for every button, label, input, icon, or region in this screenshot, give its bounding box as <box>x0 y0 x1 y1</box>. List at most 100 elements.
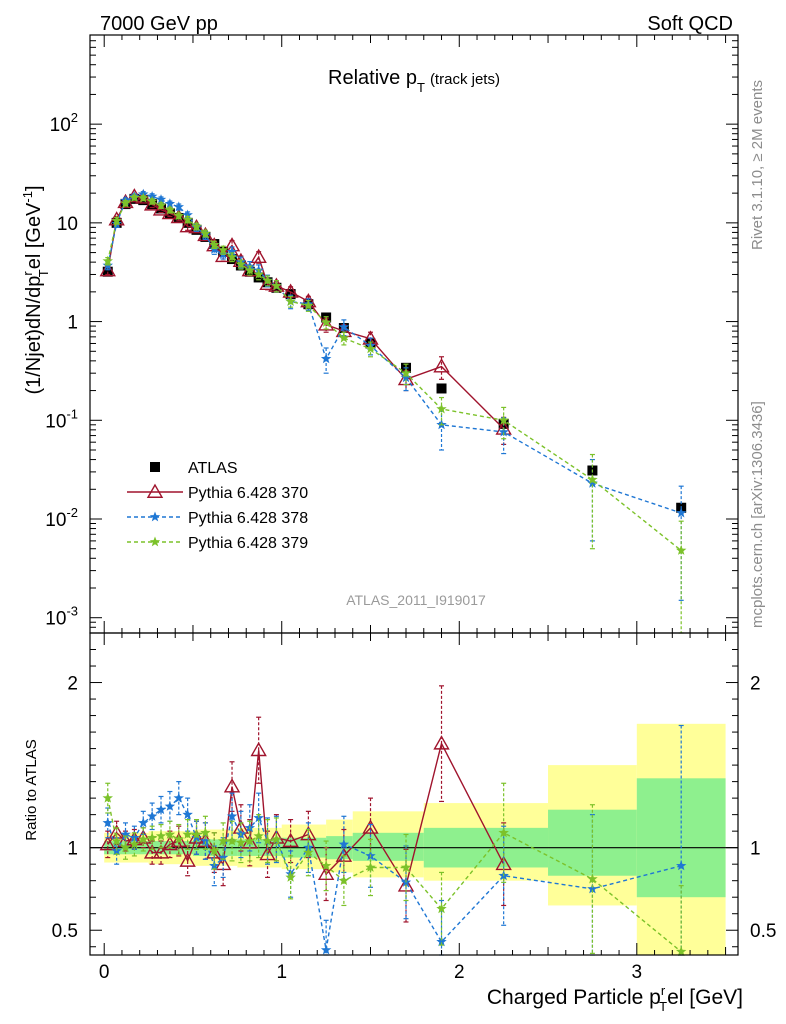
main-point-3 <box>320 316 332 327</box>
ratio-plot-area <box>90 685 738 957</box>
ratio-point-0 <box>179 852 196 867</box>
ratio-point-2 <box>209 845 220 856</box>
legend-marker <box>146 483 164 498</box>
ratio-point-1 <box>102 817 113 828</box>
ratio-point-2 <box>182 829 193 839</box>
ratio-point-1 <box>436 936 447 947</box>
ratio-point-2 <box>587 873 598 884</box>
legend-item-3: Pythia 6.428 379 <box>127 535 308 552</box>
main-point-3 <box>102 255 113 266</box>
header-left: 7000 GeV pp <box>100 13 218 35</box>
ratio-point-2 <box>191 829 202 839</box>
ratio-point-0 <box>433 735 450 750</box>
ratio-y-tick-label-right: 0.5 <box>750 921 776 942</box>
main-point-2 <box>498 426 509 437</box>
ratio-y-tick-label: 2 <box>67 674 78 695</box>
ratio-point-2 <box>436 903 447 914</box>
ratio-y-tick-label-right: 1 <box>750 839 761 860</box>
ratio-point-0 <box>362 819 379 834</box>
main-series-1 <box>99 188 512 445</box>
ylabel-unit-sup: -1 <box>20 191 35 203</box>
ratio-point-2 <box>164 829 176 839</box>
chart-title: Relative pT (track jets) <box>328 67 500 95</box>
main-point-2 <box>226 246 238 257</box>
main-point-2 <box>155 194 167 205</box>
main-point-3 <box>235 258 247 269</box>
main-y-tick-exp: 2 <box>71 110 78 125</box>
chart-title-note: (track jets) <box>430 71 500 88</box>
ratio-point-1 <box>217 852 229 862</box>
ratio-point-1 <box>120 829 131 839</box>
main-y-tick-base: 10 <box>57 214 78 235</box>
ratio-point-2 <box>498 827 509 838</box>
ratio-point-1 <box>676 860 687 871</box>
legend-item-1: Pythia 6.428 370 <box>127 483 308 502</box>
main-point-3 <box>146 195 158 206</box>
main-point-1 <box>152 201 170 216</box>
ratio-point-1 <box>182 809 193 820</box>
ratio-point-2 <box>338 875 350 886</box>
main-point-3 <box>182 214 193 224</box>
main-point-3 <box>191 220 202 231</box>
ratio-point-2 <box>173 833 184 844</box>
legend-marker <box>150 462 160 472</box>
main-point-3 <box>217 244 229 255</box>
ratio-series-line-0 <box>107 741 505 888</box>
ratio-point-1 <box>173 792 184 803</box>
legend-marker <box>149 536 161 547</box>
main-point-2 <box>146 191 158 201</box>
ratio-point-2 <box>676 946 687 957</box>
ratio-point-0 <box>143 844 161 859</box>
ratio-point-0 <box>250 741 267 757</box>
ratio-point-2 <box>226 835 238 846</box>
main-y-tick-base: 10 <box>45 609 66 630</box>
ratio-point-2 <box>129 838 140 849</box>
legend-label: Pythia 6.428 378 <box>188 510 308 527</box>
main-series-line-1 <box>107 195 505 430</box>
x-axis-label: Charged Particle pr Tel [GeV] <box>487 983 743 1014</box>
ratio-y-tick-label: 0.5 <box>52 921 78 942</box>
main-point-3 <box>587 474 598 485</box>
ratio-point-1 <box>129 832 140 843</box>
ratio-point-2 <box>400 862 412 872</box>
ratio-y-tick-label-right: 2 <box>750 674 761 695</box>
ratio-y-tick-label: 1 <box>67 839 78 860</box>
analysis-tag: ATLAS_2011_I919017 <box>346 592 486 608</box>
main-point-1 <box>317 316 335 331</box>
ylabel-close: ] <box>23 185 45 191</box>
main-point-2 <box>676 507 687 518</box>
chart-title-sub: T <box>417 80 425 95</box>
xlabel-main: Charged Particle p <box>487 986 661 1009</box>
ratio-point-2 <box>285 871 296 882</box>
x-tick-label: 2 <box>454 962 465 983</box>
main-point-0 <box>436 383 447 394</box>
main-point-3 <box>338 332 350 343</box>
ratio-point-1 <box>587 883 598 894</box>
main-y-tick-label: 10 <box>57 214 78 235</box>
ratio-series-line-2 <box>107 797 682 953</box>
ylabel-main: (1/Njet)dN/dp <box>23 276 45 395</box>
main-y-tick-label: 10-3 <box>45 604 78 630</box>
ratio-series-2 <box>102 782 687 957</box>
main-point-3 <box>285 295 296 306</box>
main-point-3 <box>271 280 282 291</box>
ratio-point-0 <box>223 778 241 793</box>
main-y-tick-exp: -2 <box>66 505 78 520</box>
main-point-3 <box>209 239 220 250</box>
ratio-point-1 <box>138 817 149 828</box>
ylabel-sub: T <box>36 269 51 277</box>
ratio-panel: 0.5 0.5 1 1 2 2 0 1 2 3 Ratio to ATLAS Charged P… <box>23 632 776 1014</box>
main-point-3 <box>111 215 122 226</box>
main-point-3 <box>164 204 176 215</box>
main-point-3 <box>498 414 509 425</box>
main-point-2 <box>400 372 412 383</box>
legend-item-0: ATLAS <box>150 460 238 477</box>
main-point-2 <box>587 477 598 488</box>
side-label-rivet: Rivet 3.1.10, ≥ 2M events <box>749 80 766 250</box>
main-point-3 <box>244 264 255 275</box>
xlabel-sup: r <box>661 983 666 998</box>
ratio-point-0 <box>282 832 299 848</box>
ratio-point-1 <box>320 944 332 955</box>
main-point-3 <box>129 192 140 203</box>
